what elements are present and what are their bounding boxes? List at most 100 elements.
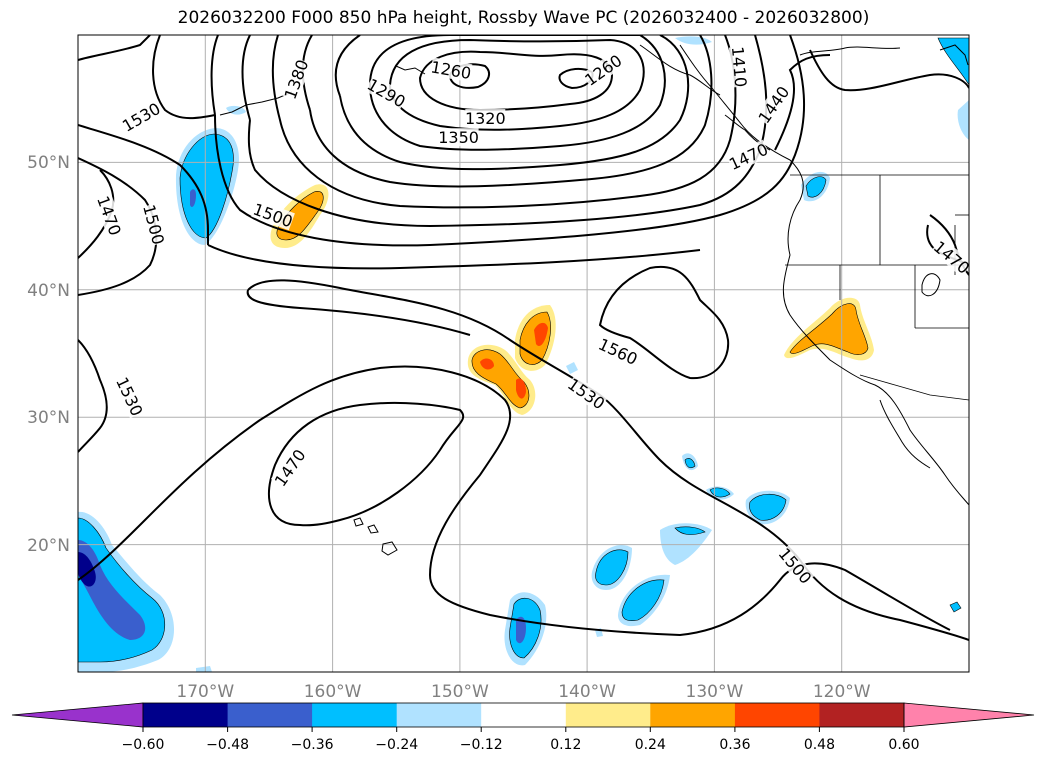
- contour-label: 1530: [112, 374, 146, 419]
- anomaly-patch: [937, 37, 969, 86]
- colorbar-segment: [734, 703, 820, 727]
- lon-label-150w: 150°W: [431, 682, 489, 702]
- lat-label-40n: 40°N: [27, 281, 70, 301]
- contour-label-gap: [775, 544, 816, 587]
- contour-label: 1500: [139, 203, 168, 247]
- anomaly-patch: [534, 322, 548, 347]
- contour-label-gap: [728, 46, 751, 88]
- contour-1440: [271, 35, 737, 209]
- contour-label-group: 1530: [112, 374, 146, 419]
- colorbar-tick-label: −0.36: [291, 737, 334, 753]
- colorbar-segment: [396, 703, 482, 727]
- contour-label-gap: [465, 109, 506, 128]
- lon-label-170w: 170°W: [176, 682, 234, 702]
- contour-label-group: 1320: [465, 109, 506, 128]
- contour-label: 1530: [119, 99, 164, 136]
- political-borders: [785, 174, 969, 401]
- contour-label: 1320: [465, 109, 506, 128]
- negative-anomaly-shading: [78, 36, 969, 672]
- colorbar-segment: [481, 703, 567, 727]
- contour-label: 1290: [364, 75, 409, 112]
- contour-1380: [334, 35, 690, 171]
- contour-north-tail-b: [152, 35, 216, 120]
- contour-label-gap: [113, 374, 147, 419]
- lon-label-160w: 160°W: [304, 682, 362, 702]
- contour-label-gap: [930, 237, 969, 277]
- contour-1410: [301, 35, 713, 188]
- anomaly-patch: [749, 493, 787, 521]
- colorbar-extend-high: [903, 702, 1035, 728]
- contour-label: 1410: [728, 46, 750, 88]
- anomaly-patch: [179, 133, 234, 239]
- anomaly-patch: [789, 303, 869, 355]
- contour-label-group: 1350: [438, 128, 479, 147]
- contour-label-group: 1260: [581, 51, 625, 90]
- contour-label-gap: [119, 99, 163, 135]
- contour-1530-pacific: [247, 279, 969, 641]
- colorbar-extend-low: [11, 702, 144, 728]
- contour-label-gap: [429, 57, 473, 83]
- contour-1470-ne: [809, 49, 969, 92]
- contour-label-gap: [94, 193, 125, 238]
- contour-label-gap: [726, 139, 771, 174]
- contour-label-group: 1500: [139, 203, 168, 247]
- colorbar-tick-label: −0.24: [375, 737, 418, 753]
- contour-label: 1350: [438, 128, 479, 147]
- plot-frame: [77, 34, 970, 673]
- anomaly-patch: [566, 362, 578, 374]
- longitude-labels: 170°W 160°W 150°W 140°W 130°W 120°W: [176, 682, 870, 702]
- contour-label-gap: [251, 199, 295, 231]
- contour-label-gap: [438, 128, 479, 147]
- anomaly-patch: [78, 540, 146, 640]
- contour-north-tail-a: [78, 35, 151, 61]
- anomaly-patch: [957, 100, 969, 140]
- contour-label-gap: [140, 202, 168, 247]
- anomaly-patch: [949, 601, 962, 613]
- colorbar-segment: [312, 703, 398, 727]
- anomaly-patch: [674, 526, 706, 535]
- colorbar-tick-label: 0.60: [888, 737, 919, 753]
- colorbar-tick-label: 0.24: [635, 737, 666, 753]
- contour-label-gap: [564, 374, 609, 413]
- contour-label: 1260: [581, 51, 625, 90]
- colorbar-tick-label: 0.36: [719, 737, 750, 753]
- contour-label-gap: [754, 82, 793, 127]
- anomaly-patch: [516, 616, 526, 644]
- contour-label: 1470: [93, 193, 125, 238]
- contour-1560: [598, 265, 730, 380]
- contour-label-group: 1260: [429, 57, 472, 83]
- colorbar-segment: [227, 703, 313, 727]
- colorbar-segment: [565, 703, 651, 727]
- contour-label-group: 1530: [119, 99, 164, 136]
- anomaly-patch: [516, 378, 526, 399]
- contour-1530-pacific-west: [78, 289, 471, 453]
- contour-label: 1260: [429, 57, 472, 83]
- contour-label-gap: [280, 57, 312, 102]
- map-title: 2026032200 F000 850 hPa height, Rossby W…: [177, 8, 870, 28]
- contour-label-group: 1290: [364, 75, 409, 112]
- contour-label-group: 1530: [564, 374, 608, 413]
- positive-anomaly-shading: [270, 184, 874, 415]
- colorbar-tick-label: −0.60: [122, 737, 165, 753]
- contour-1500: [210, 35, 806, 247]
- lat-label-50n: 50°N: [27, 153, 70, 173]
- colorbar-tick-label: −0.12: [460, 737, 503, 753]
- contour-label-group: 1470: [726, 140, 771, 174]
- lat-label-30n: 30°N: [27, 408, 70, 428]
- contour-1320: [388, 38, 645, 131]
- colorbar-frame: [142, 702, 905, 728]
- contour-1500-south: [78, 365, 951, 637]
- lon-label-120w: 120°W: [813, 682, 871, 702]
- contour-label-group: 1380: [281, 57, 313, 102]
- contour-1530-north: [78, 124, 701, 270]
- lon-label-130w: 130°W: [686, 682, 744, 702]
- latitude-labels: 50°N 40°N 30°N 20°N: [27, 153, 70, 556]
- contour-label-gap: [270, 446, 309, 490]
- colorbar-segment: [819, 703, 905, 727]
- contour-1470-south: [267, 401, 465, 527]
- anomaly-patch: [621, 579, 665, 622]
- contour-1350: [368, 35, 666, 151]
- contour-label-group: 1470: [271, 446, 310, 490]
- anomaly-patch: [675, 36, 712, 45]
